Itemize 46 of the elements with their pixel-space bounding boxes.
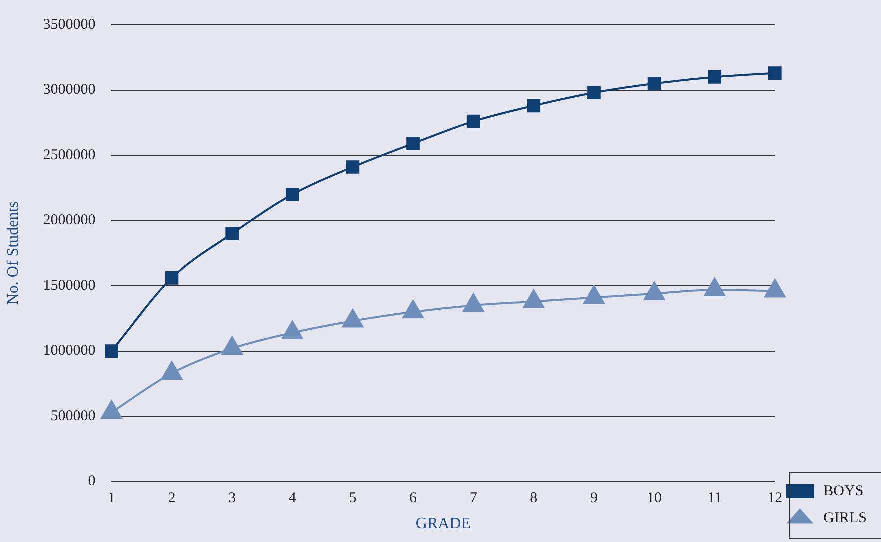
point [584,286,605,304]
x-tick-label: 1 [108,490,116,507]
y-tick-label: 0 [88,474,96,490]
x-tick-label: 10 [647,490,662,507]
y-tick-label: 2500000 [43,147,96,164]
x-tick-label: 2 [168,490,176,507]
point [708,70,722,84]
point [644,282,666,300]
legend-label: GIRLS [820,510,868,526]
point [764,279,786,298]
point [704,278,726,296]
x-tick-label: 12 [768,490,783,507]
y-tick-label: 1500000 [43,278,96,294]
point [161,361,183,380]
x-tick-label: 9 [590,490,598,507]
x-axis-title: GRADE [416,516,471,533]
y-tick-label: 3500000 [43,16,96,33]
x-tick-label: 4 [288,490,297,507]
x-tick-label: 8 [530,490,538,507]
legend-label: BOYS [820,483,864,500]
x-tick-label: 3 [228,490,236,507]
point [588,86,601,100]
point [523,290,544,308]
point [466,114,480,128]
point [648,77,662,90]
y-tick-label: 3000000 [43,82,96,98]
x-tick-label: 5 [349,490,357,507]
y-tick-label: 500000 [50,408,96,424]
point [101,400,122,420]
point [463,294,484,312]
y-axis-title: No. Of Students [4,202,22,306]
point [286,188,300,202]
point [346,160,360,174]
point [406,137,420,150]
point [342,309,364,328]
y-tick-label: 2000000 [43,212,96,229]
point [282,321,304,340]
x-tick-label: 11 [708,490,722,507]
x-tick-label: 6 [410,490,418,507]
point [527,99,541,113]
x-tick-label: 7 [470,490,478,507]
point [226,227,239,240]
point [222,336,243,356]
point [768,66,782,80]
y-tick-label: 1000000 [43,343,96,360]
point [402,300,424,319]
